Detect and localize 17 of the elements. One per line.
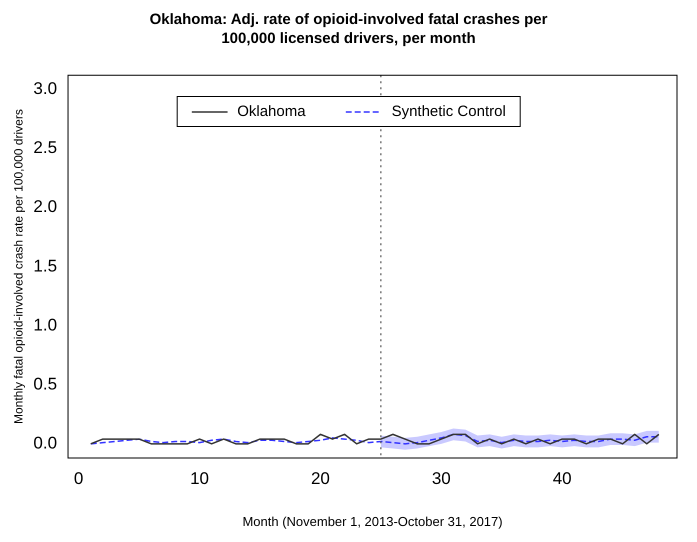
x-tick-label: 0 [74, 468, 84, 488]
y-tick-label: 0.5 [33, 374, 58, 394]
x-tick-label: 10 [190, 468, 210, 488]
y-tick-label: 1.5 [33, 256, 58, 276]
x-tick-label: 20 [310, 468, 330, 488]
x-axis-title: Month (November 1, 2013-October 31, 2017) [242, 514, 503, 529]
y-tick-label: 2.0 [33, 197, 58, 216]
legend-label: Synthetic Control [392, 103, 506, 120]
chart-title: Oklahoma: Adj. rate of opioid-involved fatal crashes per 100,000 licensed drivers, per month [148, 10, 548, 49]
y-tick-label: 3.0 [33, 79, 58, 98]
y-tick-label: 1.0 [33, 315, 58, 334]
y-tick-label: 2.5 [33, 138, 58, 158]
legend-label: Oklahoma [237, 103, 306, 120]
y-axis-title: Monthly fatal opioid-involved crash rate per 100,000 drivers [12, 109, 26, 424]
x-tick-label: 40 [552, 468, 572, 488]
y-tick-label: 0.0 [33, 434, 58, 453]
x-tick-label: 30 [432, 468, 451, 488]
